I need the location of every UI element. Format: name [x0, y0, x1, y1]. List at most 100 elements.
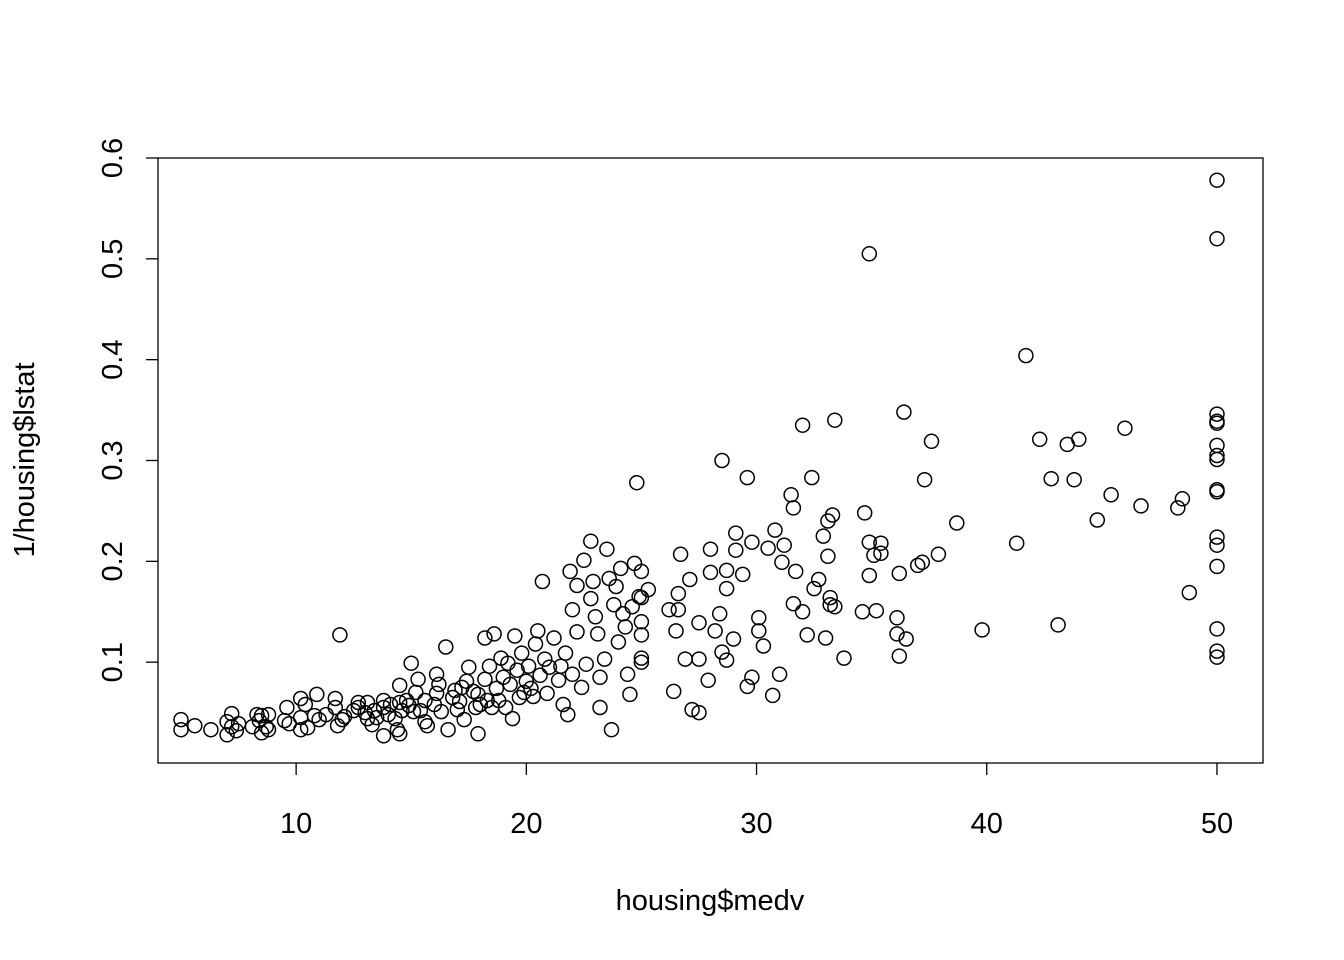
data-point	[592, 669, 608, 686]
data-point	[718, 580, 735, 597]
data-point	[203, 721, 219, 738]
plot-frame	[157, 157, 1264, 764]
data-point	[417, 713, 433, 730]
data-point	[718, 652, 735, 668]
data-point	[173, 711, 189, 728]
data-point	[799, 627, 815, 643]
data-point	[702, 564, 719, 581]
data-point	[550, 672, 567, 689]
data-point	[774, 554, 790, 571]
data-point	[564, 601, 581, 618]
data-point	[486, 626, 502, 642]
data-point	[930, 546, 947, 563]
data-point	[527, 636, 544, 652]
data-point	[1209, 537, 1225, 553]
data-point	[449, 701, 466, 718]
data-point	[560, 706, 576, 723]
y-axis-title: 1/housing$lstat	[9, 362, 41, 557]
x-tick-label: 10	[280, 808, 312, 840]
data-point	[583, 533, 599, 549]
data-point	[771, 666, 788, 683]
data-point	[787, 563, 804, 580]
data-point	[583, 590, 599, 607]
data-point	[578, 656, 594, 672]
data-point	[804, 469, 820, 486]
data-point	[1018, 347, 1034, 364]
data-point	[481, 658, 498, 674]
data-point	[488, 680, 505, 697]
data-point	[764, 687, 781, 704]
data-point	[1209, 649, 1225, 665]
data-point	[810, 571, 827, 588]
data-point	[507, 628, 523, 644]
data-point	[541, 659, 558, 675]
data-point	[619, 666, 636, 683]
data-point	[744, 534, 760, 550]
data-point	[260, 721, 277, 738]
data-point	[725, 631, 742, 647]
data-point	[366, 702, 383, 719]
data-point	[691, 704, 707, 721]
data-point	[1209, 413, 1225, 429]
y-tick-label: 0.4	[97, 340, 129, 380]
data-point	[677, 651, 693, 667]
x-axis-title: housing$medv	[616, 885, 805, 917]
data-point	[276, 712, 293, 729]
data-point	[861, 246, 878, 262]
data-point	[477, 630, 493, 646]
data-point	[187, 717, 203, 734]
data-point	[739, 678, 756, 695]
data-point	[1209, 643, 1225, 659]
data-point	[334, 711, 350, 728]
data-point	[569, 624, 585, 640]
data-point	[596, 651, 613, 667]
data-point	[408, 684, 424, 701]
data-point	[532, 667, 548, 684]
data-point	[564, 666, 581, 683]
y-tick-label: 0.6	[97, 138, 129, 178]
data-point	[760, 540, 776, 556]
data-point	[576, 552, 592, 569]
data-point	[433, 703, 449, 720]
data-point	[306, 707, 323, 724]
data-point	[603, 721, 620, 738]
data-point	[592, 699, 608, 716]
data-point	[861, 567, 878, 584]
data-point	[866, 547, 882, 564]
data-point	[537, 651, 553, 667]
data-point	[898, 631, 914, 647]
data-point	[1103, 487, 1119, 503]
data-point	[1209, 621, 1225, 637]
data-point	[783, 487, 799, 503]
data-point	[670, 585, 687, 602]
data-point	[477, 671, 493, 688]
data-point	[820, 548, 836, 565]
data-point	[923, 433, 940, 450]
data-point	[728, 525, 744, 541]
data-point	[1170, 500, 1186, 516]
data-point	[520, 658, 537, 674]
data-point	[1066, 471, 1082, 488]
data-point	[1209, 172, 1225, 188]
data-point	[668, 623, 684, 639]
data-point	[794, 417, 811, 433]
data-point	[896, 404, 912, 420]
data-point	[1209, 406, 1225, 422]
data-point	[755, 638, 772, 654]
data-point	[1050, 617, 1066, 633]
data-point	[744, 669, 760, 686]
data-point	[629, 474, 645, 491]
data-point	[661, 601, 677, 618]
data-point	[739, 469, 756, 486]
data-point	[525, 688, 541, 705]
data-point	[856, 505, 873, 521]
data-point	[573, 679, 590, 696]
data-point	[672, 546, 689, 563]
data-point	[682, 571, 698, 588]
data-point	[309, 686, 325, 703]
data-point	[332, 627, 348, 643]
data-point	[375, 728, 392, 744]
data-point	[702, 541, 719, 557]
data-point	[502, 676, 518, 693]
data-point	[299, 719, 316, 736]
